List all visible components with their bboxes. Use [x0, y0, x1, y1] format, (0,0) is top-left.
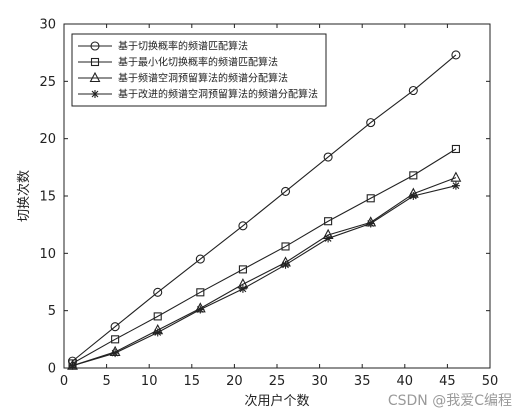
series-line [72, 177, 457, 367]
data-point-star [153, 328, 162, 337]
x-tick-label: 5 [102, 374, 110, 389]
data-point-triangle [450, 171, 462, 182]
legend: 基于切换概率的频谱匹配算法基于最小化切换概率的频谱匹配算法基于频谱空洞预留算法的… [71, 33, 327, 107]
data-point-square [366, 194, 375, 203]
x-tick-label: 20 [226, 374, 243, 389]
legend-label: 基于最小化切换概率的频谱匹配算法 [118, 56, 278, 69]
y-tick-label: 25 [39, 75, 56, 90]
data-point-circle [366, 118, 376, 128]
x-axis-label: 次用户个数 [244, 393, 309, 409]
data-point-star [68, 361, 77, 370]
x-tick-label: 50 [482, 374, 499, 389]
data-point-circle [280, 186, 291, 196]
x-tick-label: 15 [184, 374, 201, 389]
legend-item: 基于切换概率的频谱匹配算法 [78, 40, 248, 53]
data-point-square [324, 217, 333, 226]
legend-marker-star [91, 90, 99, 98]
data-point-star [238, 284, 247, 293]
legend-marker-square [90, 57, 100, 67]
data-point-square [451, 144, 460, 154]
series-2 [68, 144, 460, 368]
series-line [72, 185, 457, 367]
y-tick-label: 10 [39, 247, 56, 262]
data-point-square [153, 312, 162, 321]
data-point-star [324, 234, 333, 243]
legend-box [71, 33, 327, 107]
y-axis-label: 切换次数 [16, 170, 32, 222]
legend-item: 基于改进的频谱空洞预留算法的频谱分配算法 [78, 88, 318, 101]
legend-marker-triangle [89, 71, 101, 83]
x-tick-label: 0 [60, 374, 68, 389]
legend-marker-circle [90, 41, 100, 51]
series-layer [67, 50, 462, 370]
data-point-star [409, 192, 418, 200]
legend-label: 基于频谱空洞预留算法的频谱分配算法 [118, 72, 288, 85]
data-point-circle [153, 287, 163, 297]
x-tick-label: 30 [311, 374, 328, 389]
axes: 0 5 10 15 20 25 30 35 40 45 50 0 5 10 15 20 25 30 [39, 18, 498, 390]
data-point-star [281, 260, 290, 269]
data-point-circle [110, 322, 120, 332]
series-1 [67, 50, 461, 366]
x-tick-label: 40 [397, 374, 414, 389]
legend-item: 基于最小化切换概率的频谱匹配算法 [78, 56, 278, 69]
series-4 [68, 181, 460, 370]
x-tick-label: 45 [439, 374, 456, 389]
data-point-star [196, 305, 205, 314]
data-point-star [111, 349, 120, 358]
data-point-square [238, 265, 247, 274]
data-point-circle [451, 50, 461, 60]
y-tick-label: 20 [39, 132, 56, 147]
data-point-circle [238, 221, 248, 231]
y-tick-label: 5 [48, 304, 56, 319]
y-tick-label: 30 [39, 18, 56, 33]
x-tick-label: 25 [269, 374, 286, 389]
data-point-star [451, 181, 460, 190]
y-tick-label: 0 [48, 362, 56, 377]
legend-label: 基于切换概率的频谱匹配算法 [118, 40, 248, 53]
series-line [72, 54, 457, 362]
data-point-square [111, 335, 120, 344]
x-tick-label: 35 [354, 374, 371, 389]
data-point-star [366, 219, 375, 228]
data-point-circle [408, 85, 418, 96]
data-point-square [196, 288, 205, 297]
data-point-circle [195, 254, 205, 264]
x-tick-label: 10 [141, 374, 158, 389]
legend-label: 基于改进的频谱空洞预留算法的频谱分配算法 [118, 88, 318, 101]
y-tick-label: 15 [39, 190, 56, 205]
data-point-circle [323, 152, 333, 162]
data-point-square [409, 171, 418, 180]
watermark-text: CSDN @我爱C编程 [388, 393, 512, 409]
data-point-square [281, 242, 290, 251]
legend-item: 基于频谱空洞预留算法的频谱分配算法 [78, 72, 288, 85]
series-line [72, 148, 457, 364]
